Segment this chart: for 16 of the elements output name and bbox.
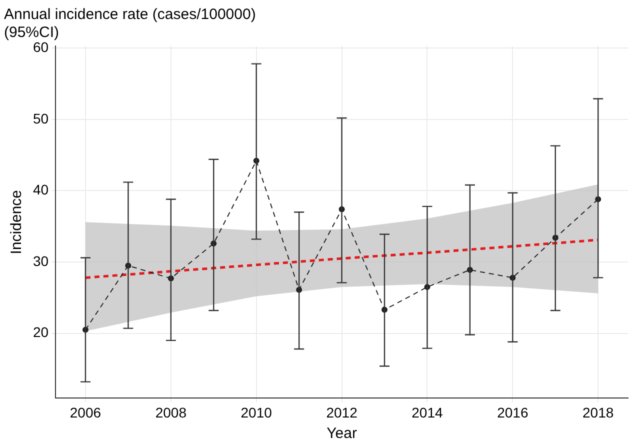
y-tick-label: 40 (32, 182, 49, 198)
x-axis-title: Year (326, 425, 357, 442)
x-tick-label: 2018 (582, 404, 614, 420)
y-axis-title: Incidence (8, 190, 26, 254)
x-tick-label: 2012 (326, 404, 358, 420)
chart-title: Annual incidence rate (cases/100000) (95%CI) (4, 6, 256, 42)
x-tick-label: 2006 (70, 404, 102, 420)
line-series (84, 238, 600, 279)
y-tick-label: 60 (32, 39, 49, 55)
y-tick-label: 20 (32, 324, 49, 340)
y-tick-label: 30 (32, 252, 49, 269)
y-tick-label: 50 (32, 110, 49, 126)
x-tick-label: 2008 (155, 404, 187, 420)
x-tick-label: 2016 (497, 404, 528, 420)
x-tick-label: 2014 (412, 404, 444, 420)
x-tick-label: 2010 (240, 404, 272, 420)
